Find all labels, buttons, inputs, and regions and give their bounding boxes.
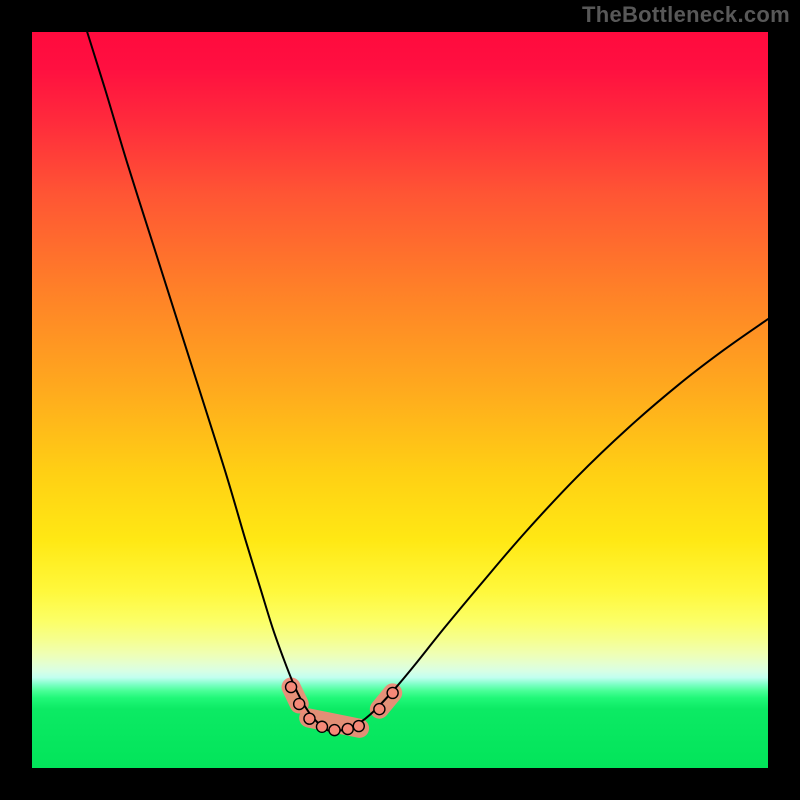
marker-dot bbox=[342, 723, 353, 734]
marker-dot bbox=[316, 721, 327, 732]
watermark-text: TheBottleneck.com bbox=[582, 2, 790, 28]
marker-dot bbox=[374, 704, 385, 715]
bottleneck-chart bbox=[0, 0, 800, 800]
chart-stage: TheBottleneck.com bbox=[0, 0, 800, 800]
marker-dot bbox=[294, 698, 305, 709]
marker-dot bbox=[387, 687, 398, 698]
marker-dot bbox=[329, 725, 340, 736]
marker-dot bbox=[286, 682, 297, 693]
marker-dot bbox=[353, 721, 364, 732]
plot-background bbox=[32, 32, 768, 768]
marker-dot bbox=[304, 713, 315, 724]
